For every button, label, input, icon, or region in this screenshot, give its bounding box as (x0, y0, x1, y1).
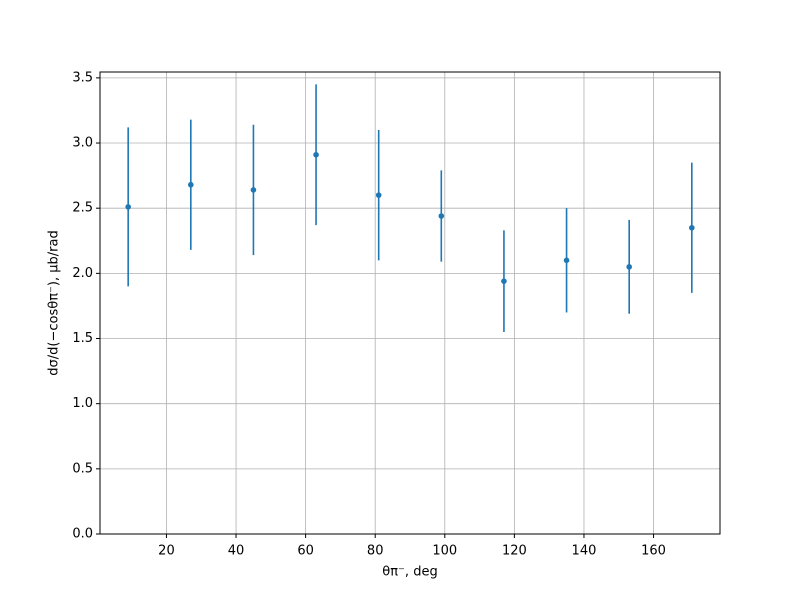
x-tick-label: 120 (502, 544, 527, 559)
data-point (125, 204, 131, 210)
y-tick-label: 1.5 (72, 331, 93, 346)
y-tick-label: 2.5 (72, 201, 93, 216)
y-tick-label: 0.0 (72, 527, 93, 542)
data-point (438, 213, 445, 219)
x-tick-label: 140 (572, 544, 597, 559)
data-point (626, 264, 632, 270)
y-tick-label: 3.0 (72, 136, 93, 151)
data-point (689, 224, 695, 231)
plot-frame (99, 71, 721, 535)
x-tick-label: 20 (158, 544, 175, 559)
y-tick-label: 2.0 (72, 266, 93, 281)
x-tick-label: 100 (432, 544, 457, 559)
data-point (501, 278, 507, 284)
y-axis-label: dσ/d(−cosθπ⁻), μb/rad (47, 230, 62, 375)
x-tick-label: 160 (641, 544, 666, 559)
data-point (375, 192, 382, 198)
data-point (563, 257, 570, 264)
data-point (250, 187, 257, 193)
x-axis-label: θπ⁻, deg (382, 565, 437, 580)
y-tick-label: 1.0 (72, 396, 93, 411)
x-tick-label: 40 (228, 544, 245, 559)
y-tick-label: 0.5 (72, 461, 93, 476)
x-tick-label: 60 (297, 544, 314, 559)
data-point (313, 151, 319, 158)
y-tick-label: 3.5 (72, 70, 93, 85)
data-point (188, 181, 194, 188)
x-tick-label: 80 (367, 544, 384, 559)
